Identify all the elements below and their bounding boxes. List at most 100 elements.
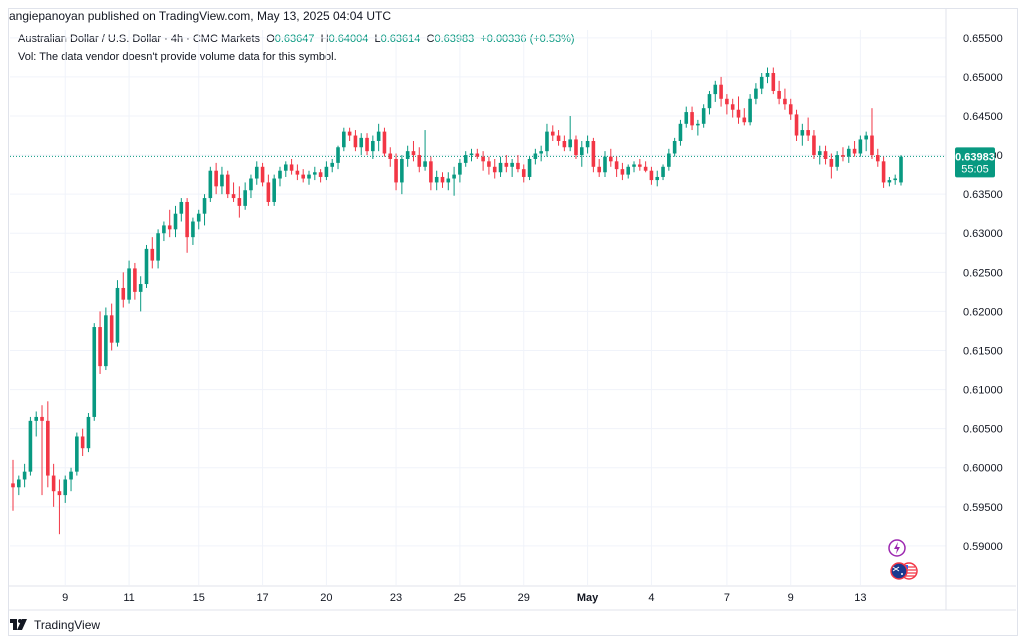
x-tick-label: May bbox=[577, 592, 599, 604]
candle bbox=[899, 155, 903, 186]
candle-body bbox=[342, 131, 346, 148]
candle bbox=[225, 170, 230, 199]
y-tick-label: 0.64500 bbox=[963, 111, 1003, 123]
tradingview-brand[interactable]: TradingView bbox=[10, 618, 100, 632]
candle bbox=[684, 106, 689, 128]
candle bbox=[115, 280, 120, 347]
au-flag-star bbox=[901, 573, 903, 575]
candle-body bbox=[527, 158, 532, 177]
candle bbox=[661, 164, 665, 181]
candle-body bbox=[202, 198, 207, 214]
au-flag-jack bbox=[892, 566, 900, 572]
candle-body bbox=[521, 169, 526, 177]
candle bbox=[585, 135, 590, 154]
candle bbox=[725, 94, 729, 115]
x-tick-label: 20 bbox=[320, 592, 332, 604]
candle bbox=[556, 130, 561, 146]
candle-body bbox=[609, 156, 613, 162]
candle-body bbox=[388, 153, 393, 159]
candle-body bbox=[301, 174, 305, 179]
candle bbox=[875, 148, 880, 167]
last-price-label: 0.63983 bbox=[955, 151, 995, 163]
candle-body bbox=[533, 153, 538, 159]
candle bbox=[429, 156, 433, 191]
candle-body bbox=[672, 141, 677, 154]
y-tick-label: 0.63500 bbox=[963, 189, 1003, 201]
candle-body bbox=[92, 327, 97, 417]
candle bbox=[829, 153, 834, 179]
candle-body bbox=[109, 315, 114, 343]
candle bbox=[69, 467, 73, 492]
candle-body bbox=[765, 72, 770, 77]
low-label: L bbox=[374, 33, 381, 45]
y-tick-label: 0.61500 bbox=[963, 345, 1003, 357]
candle-body bbox=[400, 158, 404, 183]
candle bbox=[550, 125, 555, 141]
candle bbox=[46, 401, 50, 488]
candle-body bbox=[121, 287, 126, 300]
candle bbox=[754, 83, 758, 105]
candle-body bbox=[458, 162, 462, 175]
candle-body bbox=[788, 104, 793, 115]
y-tick-label: 0.63000 bbox=[963, 228, 1003, 240]
candle bbox=[40, 405, 44, 496]
candle bbox=[208, 166, 213, 202]
candle-body bbox=[272, 178, 276, 202]
x-tick-label: 7 bbox=[724, 592, 730, 604]
candle-body bbox=[11, 483, 15, 488]
candle bbox=[330, 158, 335, 173]
candle bbox=[591, 137, 596, 173]
candle bbox=[887, 176, 892, 187]
candle-body bbox=[63, 479, 68, 496]
candle-body bbox=[562, 141, 567, 148]
candle bbox=[260, 162, 265, 187]
candle-body bbox=[46, 420, 50, 476]
candle bbox=[678, 119, 683, 146]
symbol-title[interactable]: Australian Dollar / U.S. Dollar · 4h · C… bbox=[18, 33, 261, 45]
candle-body bbox=[626, 166, 631, 175]
candle bbox=[835, 151, 839, 171]
candle bbox=[701, 104, 706, 128]
candle-body bbox=[359, 137, 364, 148]
candle-body bbox=[870, 135, 874, 156]
y-tick-label: 0.60000 bbox=[963, 463, 1003, 475]
candle bbox=[405, 145, 410, 167]
candle bbox=[307, 170, 311, 185]
candle-body bbox=[214, 170, 218, 187]
y-tick-label: 0.59000 bbox=[963, 541, 1003, 553]
candle-body bbox=[620, 169, 625, 175]
candle bbox=[388, 147, 393, 167]
candle bbox=[313, 166, 317, 181]
candle bbox=[394, 153, 398, 191]
x-tick-label: 23 bbox=[390, 592, 402, 604]
lightning-icon-bolt bbox=[894, 542, 900, 554]
candle-body bbox=[707, 94, 712, 109]
candle bbox=[794, 109, 799, 141]
change-value: +0.00336 (+0.53%) bbox=[480, 33, 575, 45]
open-value: 0.63647 bbox=[274, 33, 315, 45]
candle-body bbox=[667, 153, 671, 167]
candle-body bbox=[156, 233, 160, 261]
candle bbox=[446, 172, 451, 191]
candle bbox=[179, 198, 184, 222]
candle bbox=[643, 161, 648, 173]
x-tick-label: 11 bbox=[123, 592, 134, 604]
candle bbox=[376, 123, 381, 152]
candle bbox=[539, 145, 543, 162]
candle bbox=[614, 156, 619, 177]
candle bbox=[272, 174, 276, 206]
candle bbox=[150, 237, 155, 269]
candle bbox=[278, 166, 282, 187]
candle-body bbox=[661, 166, 665, 177]
candle-body bbox=[730, 104, 735, 110]
candle bbox=[527, 156, 532, 181]
candle-body bbox=[57, 491, 62, 496]
y-tick-label: 0.59500 bbox=[963, 502, 1003, 514]
candle-body bbox=[17, 479, 21, 488]
candle-body bbox=[829, 158, 834, 167]
candle-body bbox=[423, 161, 427, 167]
candle bbox=[765, 67, 770, 84]
candle-body bbox=[243, 190, 247, 206]
candle-body bbox=[80, 436, 85, 449]
